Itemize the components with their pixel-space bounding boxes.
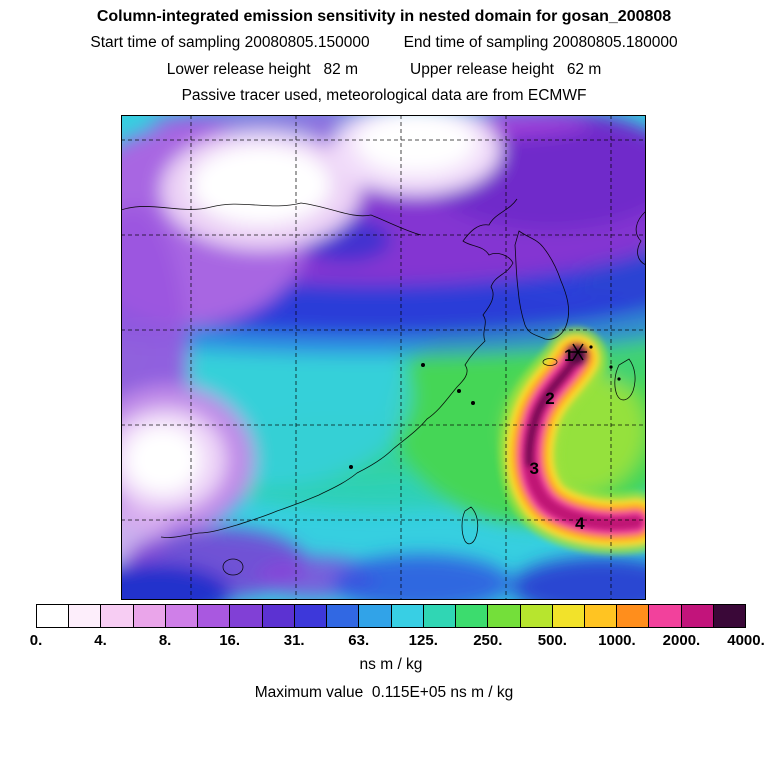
colorbar <box>36 604 746 628</box>
colorbar-cell <box>455 605 488 627</box>
colorbar-cell <box>358 605 391 627</box>
colorbar-tick: 63. <box>348 632 370 649</box>
colorbar-tick: 31. <box>283 632 305 649</box>
sensitivity-map-svg <box>121 115 646 600</box>
china-coastline <box>160 198 518 538</box>
source-location-marker <box>569 343 587 361</box>
colorbar-tick: 16. <box>219 632 241 649</box>
colorbar-tick: 1000. <box>598 632 636 649</box>
colorbar-cell <box>487 605 520 627</box>
colorbar-cell <box>519 605 552 627</box>
colorbar-cell <box>551 605 584 627</box>
max-value-label: Maximum value 0.115E+05 ns m / kg <box>254 684 514 701</box>
sensitivity-field <box>121 115 646 600</box>
start-time-text: Start time of sampling 20080805.150000 <box>90 34 370 51</box>
colorbar-tick: 2000. <box>662 632 701 649</box>
colorbar-tick: 250. <box>473 632 503 649</box>
colorbar-cell <box>132 605 165 627</box>
colorbar-cell <box>390 605 423 627</box>
colorbar-tick: 4000. <box>727 632 765 649</box>
colorbar-cell <box>616 605 649 627</box>
colorbar-cell <box>326 605 359 627</box>
colorbar-cell <box>293 605 327 627</box>
figure-title: Column-integrated emission sensitivity i… <box>96 8 672 25</box>
lower-release-text: Lower release height 82 m <box>166 61 358 78</box>
jeju-island <box>542 358 558 366</box>
colorbar-cell <box>229 605 262 627</box>
korea-coastline <box>514 230 569 340</box>
colorbar-cell <box>197 605 230 627</box>
colorbar-cell <box>68 605 101 627</box>
colorbar-cell <box>100 605 133 627</box>
colorbar-cell <box>37 605 69 627</box>
colorbar-tick: 8. <box>158 632 172 649</box>
colorbar-cell <box>164 605 198 627</box>
map-border <box>121 115 646 600</box>
colorbar-ticks: 0. 4. 8. 16. 31. 63. 125. 250. 500. 1000. 2000. 400… <box>30 632 765 650</box>
end-time-text: End time of sampling 20080805.180000 <box>403 34 678 51</box>
mongolia-border <box>121 202 422 236</box>
hainan-island <box>222 558 244 576</box>
station-dots <box>349 345 621 469</box>
colorbar-tick: 4. <box>94 632 107 649</box>
colorbar-cell <box>583 605 617 627</box>
release-height-row: Lower release height 82 m Upper release … <box>0 61 768 79</box>
upper-release-text: Upper release height 62 m <box>410 61 602 78</box>
colorbar-tick: 500. <box>537 632 567 649</box>
colorbar-cell <box>712 605 746 627</box>
colorbar-units: ns m / kg <box>359 656 423 673</box>
coastlines <box>121 198 646 576</box>
colorbar-cell <box>261 605 294 627</box>
colorbar-cell <box>422 605 456 627</box>
taiwan-coastline <box>461 506 479 545</box>
grid-lines <box>121 115 646 600</box>
kyushu-coastline <box>614 358 636 401</box>
northeast-coastline <box>635 210 646 266</box>
emission-plume <box>498 327 646 555</box>
sampling-time-row: Start time of sampling 20080805.150000 E… <box>0 34 768 52</box>
colorbar-tick: 0. <box>29 632 43 649</box>
colorbar-cell <box>648 605 681 627</box>
tracer-row: Passive tracer used, meteorological data… <box>0 87 768 105</box>
tracer-text: Passive tracer used, meteorological data… <box>181 87 587 104</box>
colorbar-tick: 125. <box>408 632 438 649</box>
colorbar-cell <box>680 605 713 627</box>
